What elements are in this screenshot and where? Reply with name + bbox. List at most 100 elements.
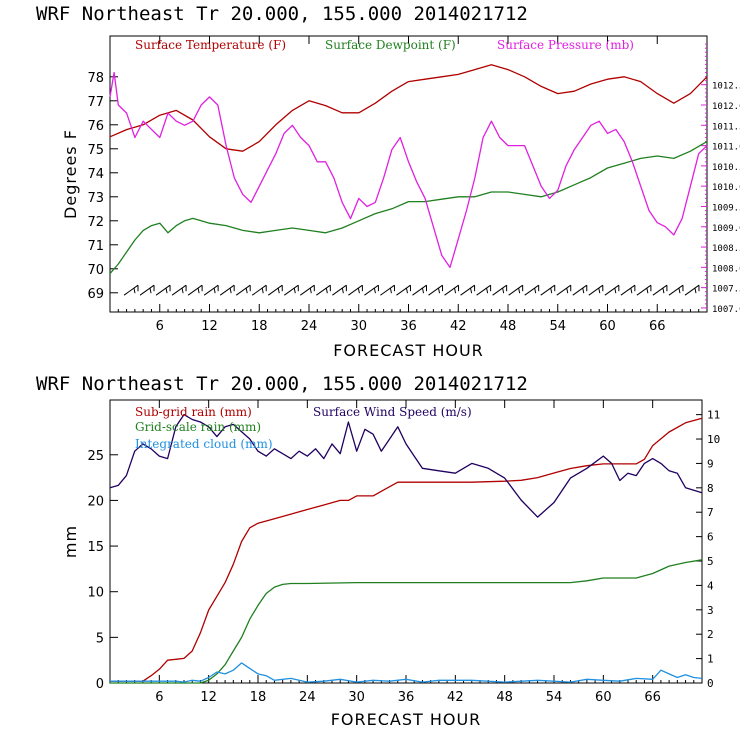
wind-barb-feather [357, 288, 360, 294]
series-line-0 [110, 417, 703, 682]
wind-barb [508, 284, 524, 296]
wind-barb-feather [566, 288, 569, 294]
wind-barb-feather [422, 288, 424, 294]
y-axis-title: mm [61, 525, 80, 558]
wind-barb-feather [213, 288, 216, 294]
wind-barb [540, 284, 556, 296]
wind-barb-feather [486, 288, 489, 294]
wind-barb [476, 284, 492, 296]
series-line-0 [109, 64, 708, 152]
x-tick-label: 12 [201, 319, 218, 334]
y-axis-title: Degrees F [61, 129, 80, 219]
y2-tick-label: 0 [707, 677, 714, 690]
wind-barb-staff [348, 284, 363, 296]
wind-barb-staff [428, 284, 443, 296]
wind-barb-staff [251, 284, 267, 296]
wind-barb [364, 284, 379, 296]
wind-barb-feather [694, 288, 697, 294]
wind-barb-feather [630, 288, 633, 294]
wind-barb-feather [229, 288, 232, 294]
x-tick-label: 18 [251, 319, 268, 334]
wind-barb [636, 284, 652, 296]
y2-tick-label: 1011.5 [712, 122, 740, 132]
y2-tick-label: 1012.5 [712, 82, 740, 92]
y-tick-label: 69 [87, 287, 104, 302]
wind-barb-staff [155, 284, 171, 296]
wind-barb [444, 284, 460, 296]
wind-barb-feather [534, 288, 537, 294]
y2-tick-label: 1007.0 [712, 305, 740, 315]
x-tick-label: 48 [500, 319, 517, 334]
wind-barb-feather [646, 288, 649, 294]
y2-tick-label: 8 [707, 482, 714, 495]
wind-barb [155, 284, 171, 296]
wind-barb [668, 284, 684, 296]
wind-barb-feather [598, 288, 601, 294]
wind-barb-staff [540, 284, 556, 296]
wind-barb-feather [325, 288, 328, 294]
wind-barb-staff [316, 284, 331, 296]
x-tick-label: 48 [496, 690, 513, 705]
y-tick-label: 78 [87, 71, 104, 86]
wind-barb-staff [139, 284, 155, 296]
x-tick-label: 60 [595, 690, 612, 705]
y-tick-label: 5 [96, 631, 104, 646]
wind-barb-staff [380, 284, 395, 296]
x-tick-label: 66 [649, 319, 666, 334]
wind-barb [588, 284, 604, 296]
legend-entry: Integrated cloud (mm) [135, 437, 273, 451]
wind-barb-staff [556, 284, 572, 296]
y2-tick-label: 1 [707, 653, 714, 666]
x-tick-label: 36 [400, 319, 417, 334]
wind-barb-feather [341, 288, 344, 294]
wind-barb-feather [293, 288, 296, 294]
chart-title: WRF Northeast Tr 20.000, 155.000 2014021… [36, 373, 528, 395]
x-tick-label: 42 [447, 690, 464, 705]
wind-barb-feather [245, 288, 248, 294]
wind-barb-staff [636, 284, 652, 296]
legend-entry: Surface Temperature (F) [135, 38, 286, 52]
wind-barb-feather [165, 288, 168, 294]
wind-barb [380, 284, 395, 296]
wind-barb-feather [149, 288, 152, 294]
wind-barb-staff [684, 284, 700, 296]
wind-barb-staff [364, 284, 379, 296]
wind-barb-feather [373, 288, 376, 294]
wind-barb [283, 284, 299, 296]
y2-tick-label: 6 [707, 531, 714, 544]
y2-tick-label: 5 [707, 555, 714, 568]
y2-tick-label: 3 [707, 604, 714, 617]
wind-barb [123, 284, 139, 296]
rain-wind-panel: WRF Northeast Tr 20.000, 155.000 2014021… [36, 373, 720, 729]
wind-barb [652, 284, 668, 296]
wind-barb-feather [582, 288, 585, 294]
wind-barb-staff [412, 284, 427, 296]
wind-barb-staff [524, 284, 539, 296]
x-tick-label: 60 [599, 319, 616, 334]
wind-barb [348, 284, 363, 296]
wind-barb [203, 284, 219, 296]
legend-entry: Surface Dewpoint (F) [325, 38, 456, 52]
wind-barb-feather [470, 288, 473, 294]
wind-barb-feather [181, 288, 184, 294]
wind-barb-feather [438, 288, 441, 294]
temperature-pressure-panel: WRF Northeast Tr 20.000, 155.000 2014021… [36, 3, 740, 360]
y-tick-label: 25 [87, 449, 104, 464]
x-tick-label: 36 [398, 690, 415, 705]
y-tick-label: 15 [87, 540, 104, 555]
x-tick-label: 24 [299, 690, 316, 705]
wind-barb-staff [267, 284, 283, 296]
wind-barb-feather [662, 288, 665, 294]
wind-barb [251, 284, 267, 296]
x-tick-label: 42 [450, 319, 467, 334]
wind-barb-feather [261, 288, 264, 294]
y2-tick-label: 11 [707, 409, 720, 422]
series-line-2 [110, 662, 703, 683]
wind-barb-staff [508, 284, 523, 296]
wind-barb [219, 284, 235, 296]
y2-tick-label: 9 [707, 457, 714, 470]
y-tick-label: 0 [96, 677, 104, 692]
wind-barb-staff [492, 284, 507, 296]
y-tick-label: 70 [87, 263, 104, 278]
wind-barb [684, 284, 700, 296]
